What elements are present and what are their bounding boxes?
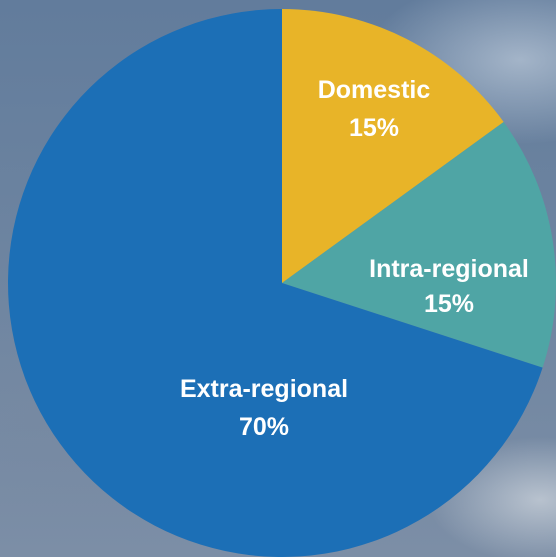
pie-labels: Domestic 15% Intra-regional 15% Extra-region… xyxy=(180,76,529,441)
slice-label-domestic: Domestic xyxy=(318,76,431,104)
pie-slice-extra-regional xyxy=(8,9,543,557)
slice-value-domestic: 15% xyxy=(349,114,399,142)
slice-label-intra-regional: Intra-regional xyxy=(369,255,529,283)
pie-slice-domestic xyxy=(282,9,504,283)
slice-value-intra-regional: 15% xyxy=(424,290,474,318)
pie-slice-intra-regional xyxy=(282,121,556,368)
pie-slices xyxy=(8,9,556,557)
slice-label-extra-regional: Extra-regional xyxy=(180,375,348,403)
slice-value-extra-regional: 70% xyxy=(239,413,289,441)
